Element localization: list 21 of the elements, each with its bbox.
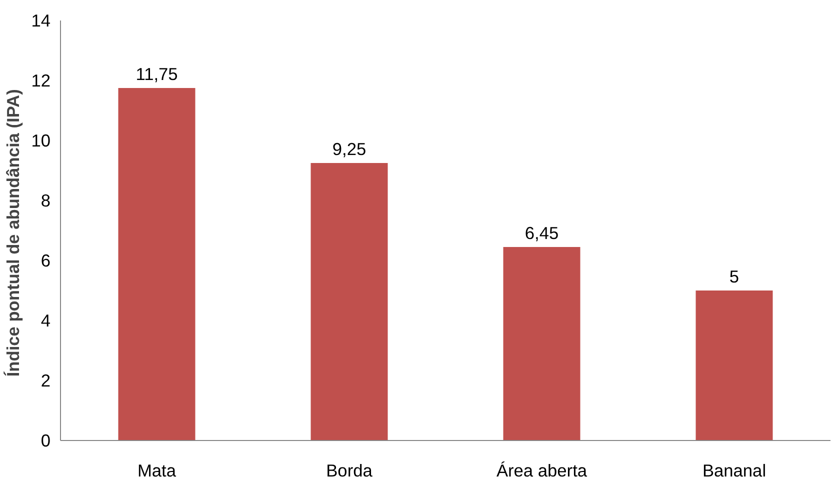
y-tick-label: 6: [40, 250, 51, 270]
data-label: 9,25: [332, 139, 366, 159]
bar: [310, 163, 388, 440]
data-label: 5: [729, 266, 740, 286]
y-tick-label: 8: [40, 190, 51, 210]
x-tick-label: Mata: [137, 460, 176, 480]
y-tick-label: 0: [40, 430, 51, 450]
data-label: 6,45: [524, 223, 559, 243]
x-tick-label: Bananal: [702, 460, 766, 480]
bar: [118, 88, 196, 440]
bar: [503, 247, 580, 440]
y-tick-label: 14: [31, 10, 51, 30]
x-tick-label: Borda: [326, 460, 373, 480]
y-tick-label: 12: [31, 70, 51, 90]
data-label: 11,75: [136, 64, 178, 84]
y-tick-label: 4: [40, 310, 51, 330]
y-tick-label: 2: [40, 370, 51, 390]
bar: [696, 290, 773, 440]
y-axis-title: Índice pontual de abundância (IPA): [3, 89, 24, 377]
y-tick-label: 10: [31, 130, 51, 150]
x-tick-label: Área aberta: [496, 460, 588, 480]
